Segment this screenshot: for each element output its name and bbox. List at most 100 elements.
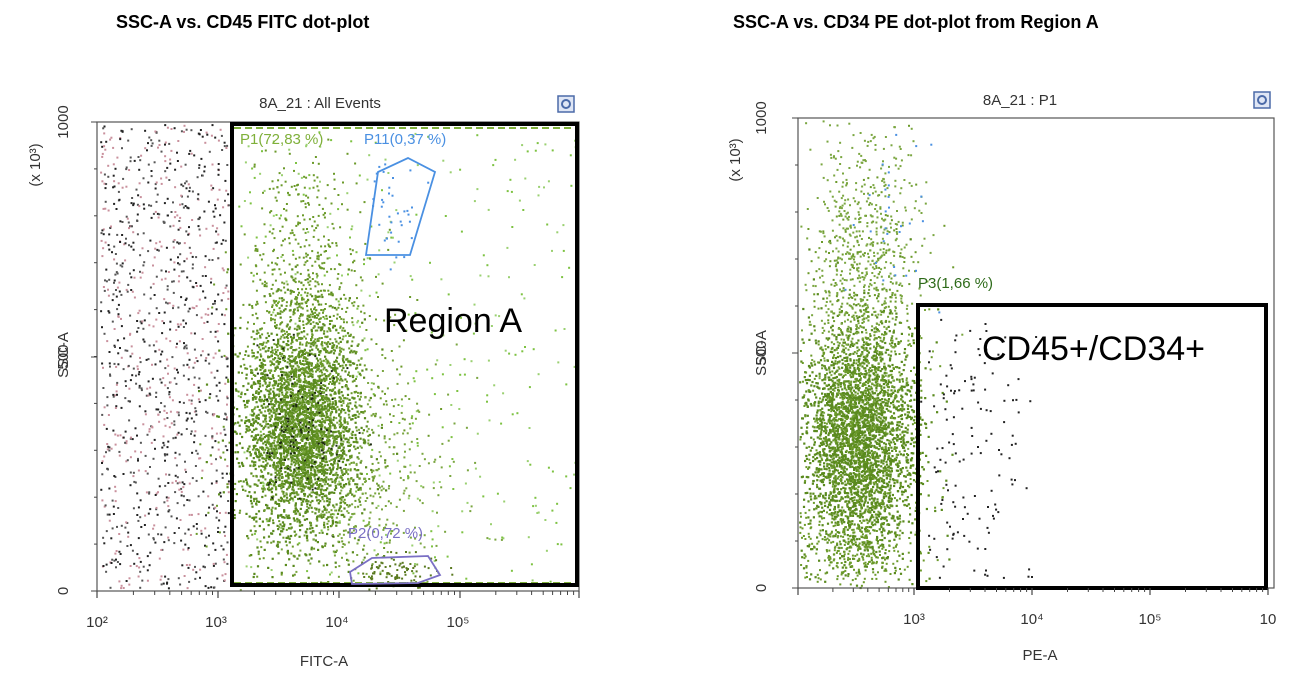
- p1-sparse-dot: [276, 449, 279, 452]
- p1-sparse-dot: [240, 225, 243, 228]
- main-population-dot: [287, 340, 290, 343]
- main-population-dot: [289, 428, 292, 431]
- debris-dot: [210, 312, 213, 315]
- main-population-dot: [334, 566, 337, 569]
- main-population-dot: [255, 520, 258, 523]
- main-population-dot: [272, 374, 275, 377]
- debris-dot: [126, 290, 129, 293]
- p1-sparse-dot: [433, 559, 436, 562]
- main-population-dot: [319, 445, 322, 449]
- debris-dot: [181, 564, 184, 567]
- main-population-dot: [310, 522, 312, 525]
- debris-dot: [186, 276, 189, 279]
- debris-dot: [132, 248, 135, 251]
- debris-dot: [164, 424, 167, 427]
- main-population-dot: [323, 464, 326, 467]
- main-population-dot: [256, 302, 259, 305]
- main-population-dot: [285, 465, 288, 468]
- main-population-dot: [326, 435, 329, 438]
- debris-dot: [171, 399, 174, 402]
- main-population-dot: [339, 442, 343, 445]
- main-population-dot: [311, 376, 314, 379]
- main-population-dot: [341, 338, 344, 341]
- main-population-dot: [290, 388, 293, 391]
- debris-dot: [103, 406, 106, 409]
- main-population-dot: [300, 355, 303, 358]
- main-population-dot: [313, 398, 316, 401]
- debris-dot: [115, 271, 118, 274]
- main-population-dot: [274, 417, 277, 420]
- main-population-dot: [338, 420, 341, 423]
- debris-dot: [220, 544, 223, 547]
- main-population-dot: [321, 390, 324, 394]
- main-population-dot: [310, 310, 314, 313]
- debris-dot: [182, 326, 185, 328]
- main-population-dot: [337, 464, 339, 466]
- debris-dot: [100, 301, 103, 304]
- main-population-dot: [282, 445, 285, 448]
- main-population-dot: [271, 480, 274, 483]
- main-population-dot: [292, 412, 295, 415]
- main-population-dot: [321, 371, 323, 374]
- debris-dot: [105, 451, 107, 454]
- main-population-dot: [213, 283, 216, 286]
- debris-dot: [215, 516, 218, 519]
- main-population-dot: [222, 491, 225, 494]
- debris-dot: [212, 303, 215, 305]
- main-population-dot: [309, 501, 312, 504]
- main-population-dot: [248, 303, 251, 306]
- left-settings-icon[interactable]: [557, 95, 575, 113]
- main-population-dot: [317, 476, 320, 479]
- debris-dot: [224, 433, 227, 436]
- main-population-dot: [272, 422, 275, 425]
- main-population-dot: [321, 283, 323, 286]
- main-population-dot: [227, 380, 230, 383]
- main-population-dot: [301, 458, 304, 461]
- main-population-dot: [299, 272, 302, 275]
- p1-sparse-dot: [441, 373, 444, 376]
- main-population-dot: [311, 432, 314, 436]
- debris-dot: [196, 452, 199, 455]
- main-population-dot: [308, 553, 311, 556]
- main-population-dot: [268, 419, 271, 422]
- main-population-dot: [365, 368, 368, 371]
- debris-dot: [108, 487, 111, 490]
- main-population-dot: [390, 421, 393, 423]
- debris-dot: [113, 202, 116, 205]
- main-population-dot: [294, 383, 297, 386]
- main-population-dot: [307, 375, 310, 378]
- p1-sparse-dot: [269, 224, 272, 227]
- debris-dot: [131, 352, 134, 355]
- main-population-dot: [320, 478, 323, 481]
- main-population-dot: [273, 300, 276, 303]
- debris-dot: [114, 273, 117, 276]
- debris-dot: [142, 327, 145, 330]
- p1-sparse-dot: [441, 426, 444, 429]
- main-population-dot: [297, 497, 300, 501]
- main-population-dot: [293, 437, 296, 440]
- main-population-dot: [301, 388, 304, 391]
- main-population-dot: [227, 332, 230, 335]
- debris-dot: [220, 242, 223, 245]
- main-population-dot: [368, 444, 371, 447]
- main-population-dot: [325, 410, 328, 413]
- main-population-dot: [354, 436, 357, 439]
- p1-sparse-dot: [393, 261, 396, 264]
- main-population-dot: [307, 367, 310, 370]
- main-population-dot: [300, 331, 303, 334]
- main-population-dot: [322, 402, 324, 404]
- main-population-dot: [255, 427, 257, 430]
- p1-sparse-dot: [510, 190, 513, 193]
- debris-dot: [214, 335, 217, 338]
- debris-dot: [164, 160, 167, 163]
- main-population-dot: [323, 401, 326, 404]
- main-population-dot: [217, 415, 220, 418]
- main-population-dot: [287, 450, 290, 453]
- main-population-dot: [304, 360, 307, 363]
- main-population-dot: [275, 493, 278, 496]
- main-population-dot: [343, 472, 346, 475]
- main-population-dot: [348, 398, 351, 401]
- main-population-dot: [293, 510, 295, 513]
- debris-dot: [139, 586, 142, 589]
- main-population-dot: [251, 424, 254, 427]
